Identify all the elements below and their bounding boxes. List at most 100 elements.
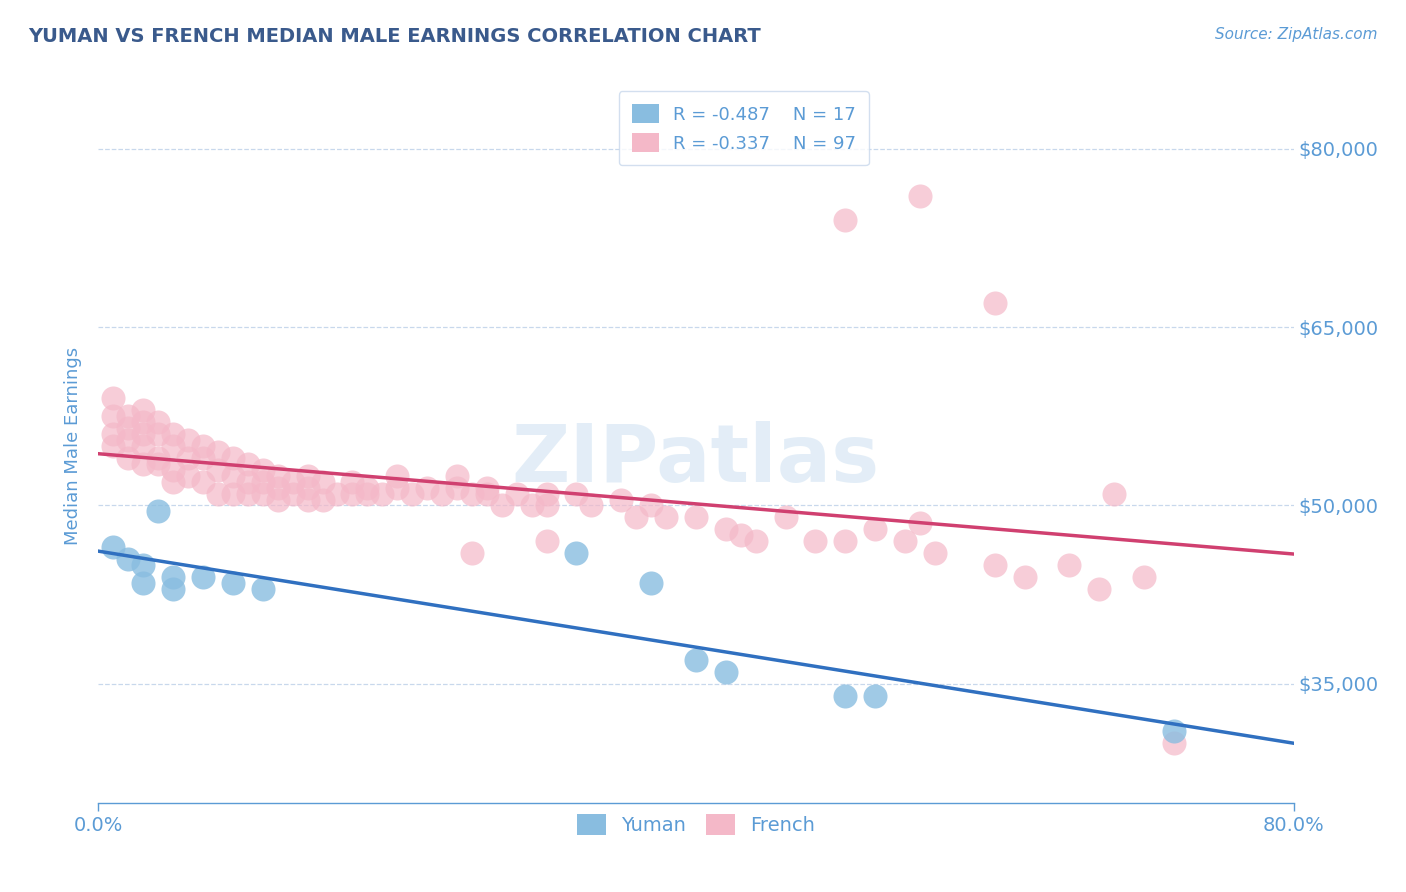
Point — [191, 450, 214, 465]
Point — [342, 486, 364, 500]
Point — [297, 492, 319, 507]
Point — [894, 534, 917, 549]
Point — [865, 522, 887, 536]
Point — [267, 492, 290, 507]
Point — [222, 468, 245, 483]
Point — [461, 486, 484, 500]
Point — [162, 427, 184, 442]
Point — [775, 510, 797, 524]
Point — [117, 421, 139, 435]
Point — [177, 450, 200, 465]
Point — [1088, 582, 1111, 596]
Point — [416, 481, 439, 495]
Point — [177, 433, 200, 447]
Point — [610, 492, 633, 507]
Point — [132, 439, 155, 453]
Point — [281, 486, 304, 500]
Point — [685, 653, 707, 667]
Point — [430, 486, 453, 500]
Point — [446, 468, 468, 483]
Point — [311, 492, 333, 507]
Point — [117, 409, 139, 424]
Point — [207, 463, 229, 477]
Point — [491, 499, 513, 513]
Point — [297, 468, 319, 483]
Point — [908, 516, 931, 531]
Point — [730, 528, 752, 542]
Point — [536, 486, 558, 500]
Point — [117, 450, 139, 465]
Point — [536, 534, 558, 549]
Point — [385, 481, 409, 495]
Point — [281, 475, 304, 489]
Point — [222, 450, 245, 465]
Point — [640, 575, 662, 590]
Point — [117, 552, 139, 566]
Point — [222, 575, 245, 590]
Text: Source: ZipAtlas.com: Source: ZipAtlas.com — [1215, 27, 1378, 42]
Point — [1163, 736, 1185, 750]
Point — [326, 486, 349, 500]
Point — [191, 439, 214, 453]
Point — [461, 546, 484, 560]
Point — [148, 457, 170, 471]
Point — [1104, 486, 1126, 500]
Point — [342, 475, 364, 489]
Point — [865, 689, 887, 703]
Point — [908, 189, 931, 203]
Point — [626, 510, 648, 524]
Point — [356, 486, 378, 500]
Point — [356, 481, 378, 495]
Point — [297, 481, 319, 495]
Point — [924, 546, 946, 560]
Point — [984, 558, 1007, 572]
Point — [565, 546, 588, 560]
Point — [714, 522, 737, 536]
Point — [117, 433, 139, 447]
Point — [132, 558, 155, 572]
Point — [685, 510, 707, 524]
Point — [148, 415, 170, 429]
Point — [536, 499, 558, 513]
Point — [103, 392, 125, 406]
Legend: R = -0.487    N = 17, R = -0.337    N = 97: R = -0.487 N = 17, R = -0.337 N = 97 — [619, 91, 869, 165]
Point — [745, 534, 768, 549]
Point — [640, 499, 662, 513]
Point — [252, 582, 274, 596]
Point — [655, 510, 678, 524]
Point — [132, 427, 155, 442]
Text: YUMAN VS FRENCH MEDIAN MALE EARNINGS CORRELATION CHART: YUMAN VS FRENCH MEDIAN MALE EARNINGS COR… — [28, 27, 761, 45]
Point — [804, 534, 827, 549]
Point — [581, 499, 603, 513]
Point — [103, 540, 125, 554]
Point — [834, 213, 856, 227]
Point — [1059, 558, 1081, 572]
Point — [311, 475, 333, 489]
Point — [103, 427, 125, 442]
Point — [207, 486, 229, 500]
Point — [132, 457, 155, 471]
Point — [103, 439, 125, 453]
Point — [132, 415, 155, 429]
Point — [834, 534, 856, 549]
Point — [834, 689, 856, 703]
Point — [371, 486, 394, 500]
Point — [162, 475, 184, 489]
Point — [1163, 724, 1185, 739]
Text: ZIPatlas: ZIPatlas — [512, 421, 880, 500]
Point — [162, 439, 184, 453]
Point — [446, 481, 468, 495]
Point — [506, 486, 529, 500]
Point — [267, 481, 290, 495]
Point — [252, 463, 274, 477]
Point — [177, 468, 200, 483]
Point — [191, 570, 214, 584]
Point — [148, 504, 170, 518]
Point — [191, 475, 214, 489]
Point — [148, 427, 170, 442]
Point — [207, 445, 229, 459]
Point — [1014, 570, 1036, 584]
Point — [162, 582, 184, 596]
Point — [162, 463, 184, 477]
Point — [475, 486, 498, 500]
